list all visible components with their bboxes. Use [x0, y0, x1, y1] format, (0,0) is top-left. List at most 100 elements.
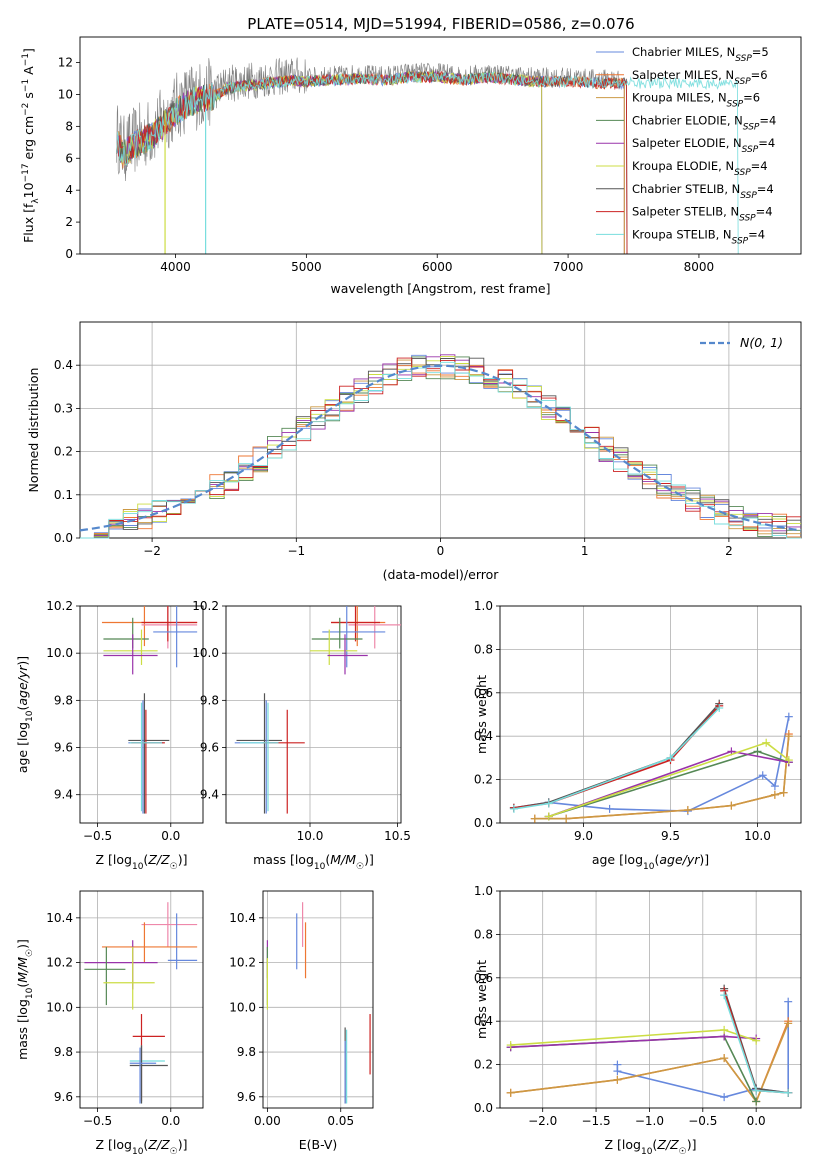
label-part: −2: [21, 103, 31, 116]
y-tick-label: 1.0: [474, 599, 493, 613]
x-tick-label: 9.5: [661, 829, 680, 843]
x-tick-label: 0: [437, 544, 445, 558]
y-tick-label: 0.4: [54, 358, 73, 372]
y-tick-label: 0.1: [54, 488, 73, 502]
gaussian-curve: [79, 364, 802, 532]
legend-label-gaussian: N(0, 1): [740, 335, 783, 350]
x-tick-label: 1: [581, 544, 589, 558]
y-tick-label: 0.3: [54, 401, 73, 415]
y-axis-label: Normed distribution: [26, 368, 41, 493]
label-part: Salpeter STELIB, N: [632, 205, 739, 219]
y-tick-label: 0.4: [474, 729, 493, 743]
y-tick-label: 9.8: [200, 693, 219, 707]
y-tick-label: 9.8: [237, 1045, 256, 1059]
label-part: =5: [752, 45, 769, 59]
y-tick-label: 10.4: [229, 911, 256, 925]
y-tick-label: 10.0: [192, 646, 219, 660]
x-axis-label: Z [log10(Z/Z☉)]: [605, 1137, 697, 1157]
label-part: −17: [21, 163, 31, 182]
x-tick-label: −2.0: [528, 1114, 557, 1128]
axes-frame: [79, 890, 204, 1109]
x-tick-label: 6000: [422, 260, 453, 274]
x-axis-label: mass [log10(M/M☉)]: [253, 852, 374, 872]
x-tick-label: 4000: [160, 260, 191, 274]
label-part: SSP: [739, 214, 756, 224]
y-tick-label: 0.6: [474, 971, 493, 985]
label-part: ]: [21, 48, 36, 53]
label-part: M/M: [330, 852, 356, 867]
label-part: Kroupa STELIB, N: [632, 227, 732, 241]
legend-label-7: Salpeter STELIB, NSSP=4: [632, 205, 773, 224]
y-tick-label: 4: [65, 183, 73, 197]
spectrum-plot-area: [116, 57, 739, 254]
x-tick-label: −0.5: [688, 1114, 717, 1128]
weight-vs-age-panel: 9.0 9.5 10.0 0.0 0.2 0.4 0.6 0.8 1.0 age [log10(a…: [474, 599, 802, 872]
x-axis-label: age [log10(age/yr)]: [592, 852, 709, 872]
y-tick-label: 9.8: [54, 693, 73, 707]
label-part: SSP: [732, 236, 749, 246]
age-vs-z-panel: −0.5 0.09.49.69.810.010.2Z [log10(Z/Z☉)]a…: [15, 599, 204, 872]
panels-group: 4000 5000 6000 7000 8000024681012wavelength …: [15, 36, 802, 1157]
label-part: Chabrier ELODIE, N: [632, 113, 743, 127]
label-part: Salpeter MILES, N: [632, 68, 734, 82]
axes-frame: [225, 605, 402, 824]
label-part: Z [log: [96, 1137, 132, 1152]
mass-vs-z-panel: −0.5 0.09.69.810.010.210.4Z [log10(Z/Z☉)]…: [15, 890, 204, 1157]
legend-label-8: Kroupa STELIB, NSSP=4: [632, 227, 765, 246]
x-tick-label: 10.0: [297, 829, 324, 843]
label-part: SSP: [742, 145, 759, 155]
x-tick-label: −1: [287, 544, 305, 558]
label-part: 10: [25, 710, 35, 722]
label-part: ☉: [356, 862, 364, 872]
y-tick-label: 2: [65, 215, 73, 229]
y-axis-label: mass weight: [474, 675, 489, 754]
y-tick-label: 0.0: [474, 816, 493, 830]
axes-frame: [499, 605, 802, 824]
y-tick-label: 1.0: [474, 884, 493, 898]
age-vs-mass-panel: 10.0 10.5 9.4 9.6 9.8 10.0 10.2 mass [log10(M/M…: [192, 599, 411, 872]
legend-label-4: Salpeter ELODIE, NSSP=4: [632, 136, 775, 155]
label-part: age/yr: [15, 665, 30, 706]
weight-line-5: [510, 1029, 757, 1046]
label-part: ☉: [25, 949, 35, 957]
legend-label-3: Chabrier ELODIE, NSSP=4: [632, 113, 776, 132]
label-part: Flux [f: [21, 203, 36, 243]
label-part: age/yr: [659, 852, 700, 867]
legend-label-6: Chabrier STELIB, NSSP=4: [632, 182, 774, 201]
y-axis-label: age [log10(age/yr)]: [15, 656, 35, 773]
histogram-panel: −2 −1 0 1 2 0.0 0.1 0.2 0.3 0.4 N(0, 1) (data-model…: [26, 321, 802, 582]
label-part: (: [15, 983, 30, 988]
y-tick-label: 9.4: [200, 788, 219, 802]
legend-label-2: Kroupa MILES, NSSP=6: [632, 91, 760, 110]
weight-line-3: [510, 1035, 757, 1102]
x-tick-label: −1.5: [581, 1114, 610, 1128]
label-part: ☉: [170, 862, 178, 872]
label-part: SSP: [734, 168, 751, 178]
label-part: M/M: [15, 957, 30, 983]
y-tick-label: 10.0: [46, 646, 73, 660]
label-part: )]: [15, 656, 30, 666]
y-tick-label: 0.0: [54, 531, 73, 545]
label-part: Kroupa ELODIE, N: [632, 159, 734, 173]
x-tick-label: 10.5: [384, 829, 411, 843]
label-part: Z [log: [96, 852, 132, 867]
y-tick-label: 10.2: [229, 956, 256, 970]
model-line-7: [116, 71, 628, 254]
y-tick-label: 9.6: [54, 1090, 73, 1104]
label-part: )]: [699, 852, 709, 867]
y-axis-label: mass [log10(M/M☉)]: [15, 939, 35, 1060]
y-tick-label: 10.2: [46, 956, 73, 970]
label-part: SSP: [743, 122, 760, 132]
label-part: 10: [132, 862, 144, 872]
label-part: Z/Z: [147, 1137, 170, 1152]
label-part: =6: [743, 91, 760, 105]
label-part: Z/Z: [147, 852, 170, 867]
y-tick-label: 9.6: [200, 741, 219, 755]
label-part: A: [21, 66, 36, 79]
x-tick-label: 0.0: [161, 1114, 180, 1128]
label-part: )]: [178, 852, 188, 867]
x-tick-label: 2: [725, 544, 733, 558]
label-part: erg cm: [21, 116, 36, 164]
errorbar-group: [101, 606, 198, 814]
